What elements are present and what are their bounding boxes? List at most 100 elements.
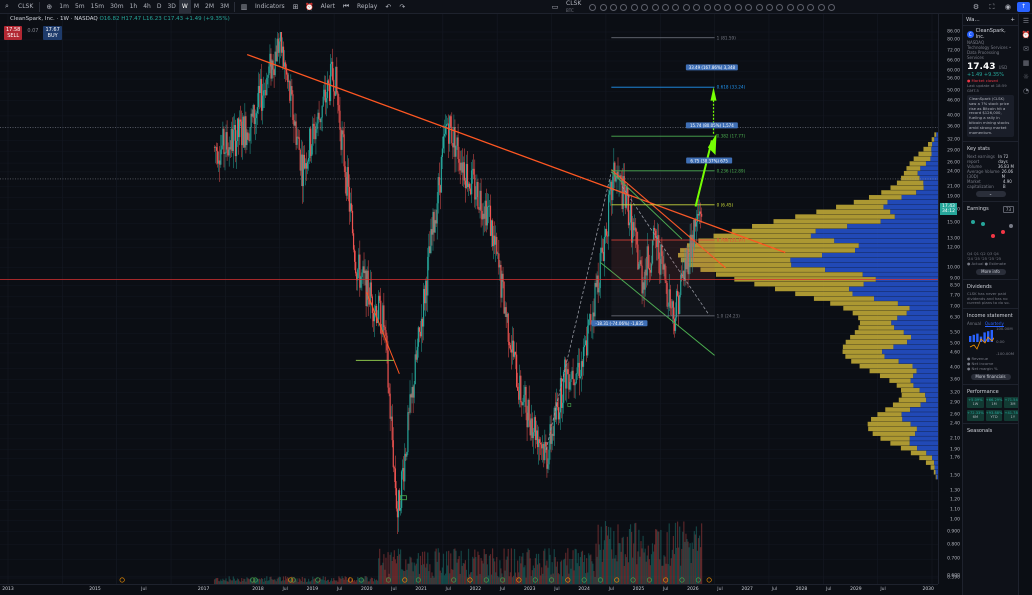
timeframe-30m[interactable]: 30m: [110, 2, 124, 10]
layout-slot-icon[interactable]: [641, 3, 649, 11]
publish-button[interactable]: ↑: [1016, 2, 1030, 12]
layout-slot-icon[interactable]: [693, 3, 701, 11]
indicators-button[interactable]: Indicators: [255, 2, 285, 10]
layout-slot-icon[interactable]: [828, 3, 836, 11]
more-info-button[interactable]: More info: [975, 268, 1006, 275]
layout-slot-icon[interactable]: [620, 3, 628, 11]
timeframe-3m[interactable]: 3M: [220, 2, 230, 10]
company-name[interactable]: CleanSpark, Inc.: [975, 28, 1006, 40]
templates-icon[interactable]: ⊞: [292, 2, 299, 11]
expand-stats-button[interactable]: ⌄: [975, 191, 1006, 198]
fullscreen-icon[interactable]: ⛶: [989, 2, 995, 11]
watchlist-title[interactable]: Wa...: [966, 16, 980, 23]
layout-slot-icon[interactable]: [765, 3, 773, 11]
performance-cell[interactable]: +5.09% 1W: [967, 396, 984, 408]
earnings-point: [1001, 230, 1005, 235]
timeframe-1m[interactable]: 1m: [59, 2, 69, 10]
timeframe-4h[interactable]: 4h: [143, 2, 151, 10]
time-axis[interactable]: 2013 2015 Jul 2017 2018 Jul 2019 Jul 2020 Jul 2021…: [0, 584, 938, 595]
candle-body: [343, 134, 345, 167]
add-icon[interactable]: +: [1010, 16, 1015, 23]
timeframe-3d[interactable]: 3D: [167, 2, 176, 10]
layout-slot-icon[interactable]: [630, 3, 638, 11]
layout-slot-icon[interactable]: [589, 3, 597, 11]
symbol-search[interactable]: CLSK: [18, 2, 34, 10]
layout-slot-icon[interactable]: [755, 3, 763, 11]
volume-profile-bar: [936, 474, 938, 480]
news-card[interactable]: CleanSpark (CLSK) saw a 7% stock price r…: [967, 95, 1014, 138]
layout-slot-icon[interactable]: [734, 3, 742, 11]
replay-icon[interactable]: ⏮: [342, 2, 350, 10]
chat-icon[interactable]: ✉: [1023, 45, 1029, 53]
price-chart[interactable]: 1 (81.59) 0.618 (33.24) 0.382 (17.77) 0.236…: [0, 14, 938, 584]
replay-button[interactable]: Replay: [356, 2, 378, 10]
layout-slot-icon[interactable]: [672, 3, 680, 11]
volume-profile-bar: [859, 320, 892, 326]
layout-slot-icon[interactable]: [713, 3, 721, 11]
layout-slot-icon[interactable]: [682, 3, 690, 11]
alert-button[interactable]: Alert: [320, 2, 335, 10]
volume-bar: [309, 581, 311, 584]
watchlist-icon[interactable]: ☰: [1022, 17, 1030, 25]
layout-slot-icon[interactable]: [776, 3, 784, 11]
layout-slot-icon[interactable]: [662, 3, 670, 11]
candle-body: [483, 213, 485, 219]
settings-icon[interactable]: ⚙: [972, 3, 980, 11]
candle-body: [510, 349, 512, 353]
timeframe-w[interactable]: W: [178, 0, 191, 14]
sell-button[interactable]: 17.58 SELL: [4, 26, 23, 40]
layout-slot-icon[interactable]: [651, 3, 659, 11]
layout-slot-icon[interactable]: [786, 3, 794, 11]
timeframe-m[interactable]: M: [193, 2, 200, 10]
layout-slot-icon[interactable]: [807, 3, 815, 11]
volume-bar: [312, 576, 314, 584]
performance-cell[interactable]: +66.29% 1M: [985, 396, 1003, 408]
candle-body: [445, 124, 448, 126]
add-symbol-icon[interactable]: ⊕: [46, 2, 53, 11]
performance-cell[interactable]: +72.33% 6M: [967, 409, 984, 421]
redo-icon[interactable]: ↷: [399, 2, 406, 11]
volume-profile-bar: [926, 397, 938, 403]
performance-cell[interactable]: +41.78%1Y: [1004, 409, 1018, 421]
timeframe-15m[interactable]: 15m: [90, 2, 105, 10]
timeframe-5m[interactable]: 5m: [74, 2, 85, 10]
volume-profile-bar: [930, 465, 935, 470]
layout-slot-icon[interactable]: [797, 3, 805, 11]
undo-icon[interactable]: ↶: [385, 2, 392, 11]
timeframe-1h[interactable]: 1h: [129, 2, 138, 10]
layout-icon[interactable]: ▭: [551, 3, 559, 11]
volume-bar: [343, 579, 345, 584]
alert-icon[interactable]: ⏰: [305, 2, 315, 11]
ideas-icon[interactable]: ☼: [1022, 73, 1030, 81]
layout-slot-icon[interactable]: [703, 3, 711, 11]
layout-slot-icon[interactable]: [599, 3, 607, 11]
candle-body: [476, 182, 478, 198]
tab-quarterly[interactable]: Quarterly: [984, 321, 1004, 328]
tab-annual[interactable]: Annual: [967, 321, 981, 327]
price-axis[interactable]: 86.00 80.00 72.00 66.00 60.00 56.00 50.00 46.00…: [938, 14, 962, 584]
more-financials-button[interactable]: More financials: [970, 373, 1011, 380]
camera-icon[interactable]: ◉: [1004, 3, 1012, 11]
volume-bar: [407, 563, 409, 584]
timeframe-d[interactable]: D: [156, 2, 162, 10]
performance-cell[interactable]: +71.54%3M: [1004, 396, 1018, 408]
layout-slot-icon[interactable]: [817, 3, 825, 11]
search-icon[interactable]: ⌕: [5, 2, 9, 10]
candle-body: [647, 246, 649, 269]
volume-profile-bar: [934, 132, 937, 137]
layout-slot-icon[interactable]: [610, 3, 618, 11]
candle-body: [524, 386, 526, 395]
candle-type-icon[interactable]: ▥: [240, 2, 248, 11]
layout-slot-icon[interactable]: [745, 3, 753, 11]
notifications-icon[interactable]: ◔: [1022, 87, 1030, 95]
layout-slot-icon[interactable]: [724, 3, 732, 11]
calendar-icon[interactable]: ▦: [1022, 59, 1030, 67]
candle-body: [288, 81, 290, 83]
buy-button[interactable]: 17.67 BUY: [43, 26, 62, 40]
alerts-icon[interactable]: ⏰: [1021, 31, 1031, 39]
earnings-badge[interactable]: 73: [1002, 205, 1014, 213]
layout-symbol-tab[interactable]: CLSK BTC: [562, 0, 585, 14]
performance-cell[interactable]: +93.88% YTD: [985, 409, 1003, 421]
timeframe-2m[interactable]: 2M: [205, 2, 215, 10]
candle-body: [580, 361, 583, 377]
